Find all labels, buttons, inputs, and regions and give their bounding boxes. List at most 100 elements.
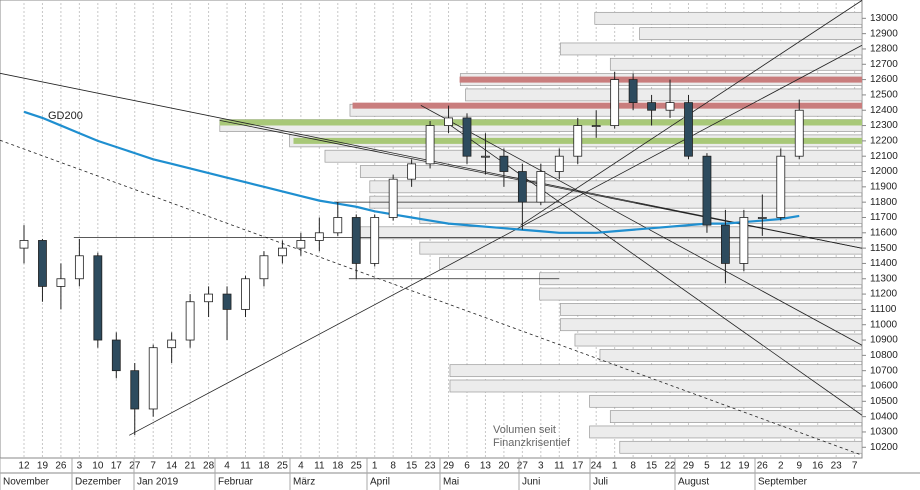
volume-bar	[559, 42, 863, 56]
y-tick-label: 10500	[870, 396, 898, 407]
candle-body	[19, 240, 29, 249]
candle-body	[499, 155, 509, 172]
y-tick-label: 10700	[870, 365, 898, 376]
x-tick-label: 5	[704, 461, 710, 472]
y-tick-label: 13000	[870, 13, 898, 24]
candle-body	[610, 79, 620, 126]
month-label: November	[3, 477, 50, 488]
trendline	[129, 44, 863, 436]
candle-body	[628, 79, 638, 103]
volume-bar	[599, 349, 863, 362]
candle-body	[333, 217, 343, 234]
volume-bar	[465, 88, 863, 102]
y-tick-label: 11900	[870, 181, 898, 192]
y-tick-label: 12700	[870, 59, 898, 70]
y-tick-label: 10300	[870, 427, 898, 438]
x-tick-label: 19	[738, 461, 750, 472]
x-tick-label: 9	[796, 461, 802, 472]
candle-body	[278, 247, 287, 257]
candle-body	[314, 232, 324, 241]
x-tick-label: 29	[443, 461, 455, 472]
volume-bar	[609, 410, 863, 423]
x-tick-label: 18	[332, 461, 344, 472]
profile-label: Volumen seit Finanzkrisentief	[493, 424, 571, 449]
y-tick-label: 12600	[870, 74, 898, 85]
candle-body	[702, 155, 712, 226]
volume-bar	[449, 379, 863, 393]
x-tick-label: 4	[224, 461, 230, 472]
x-tick-label: 1	[372, 461, 378, 472]
x-tick-label: 7	[150, 461, 156, 472]
volume-bar	[589, 425, 863, 439]
y-tick-label: 11500	[870, 243, 898, 254]
x-tick-label: 3	[538, 461, 544, 472]
x-tick-label: 24	[591, 461, 603, 472]
candle-body	[591, 125, 601, 127]
candle-body	[794, 109, 804, 157]
x-tick-label: 16	[812, 461, 824, 472]
volume-bar	[589, 394, 863, 408]
volume-bar	[609, 57, 863, 71]
y-tick-label: 10600	[870, 381, 898, 392]
y-tick-label: 12100	[870, 151, 898, 162]
candle-body	[462, 117, 472, 157]
y-tick-label: 12400	[870, 105, 898, 116]
x-tick-label: 17	[111, 461, 123, 472]
x-tick-label: 13	[480, 461, 492, 472]
x-tick-label: 27	[517, 461, 529, 472]
candle-body	[388, 178, 398, 218]
volume-bar	[539, 272, 863, 286]
candle-body	[739, 217, 749, 264]
candle-body	[647, 102, 656, 111]
y-tick-label: 11600	[870, 227, 898, 238]
candle-body	[74, 255, 84, 280]
y-tick-label: 12500	[870, 90, 898, 101]
x-tick-label: 3	[77, 461, 83, 472]
candle-body	[665, 102, 675, 111]
volume-bar	[639, 27, 863, 40]
x-tick-label: 28	[203, 461, 215, 472]
gd200-line	[23, 110, 800, 234]
x-tick-label: 11	[554, 461, 565, 472]
y-tick-label: 10800	[870, 350, 898, 361]
y-tick-label: 11300	[870, 273, 898, 284]
x-tick-label: 26	[55, 461, 67, 472]
candle-body	[185, 301, 195, 341]
x-tick-label: 19	[37, 461, 49, 472]
candle-body	[130, 370, 140, 410]
x-tick-label: 14	[166, 461, 178, 472]
volume-bar	[594, 11, 863, 25]
x-tick-label: 2	[778, 461, 784, 472]
candle-body	[111, 339, 121, 372]
x-tick-label: 21	[185, 461, 197, 472]
month-label: September	[758, 477, 808, 488]
x-tick-label: 25	[277, 461, 289, 472]
x-tick-label: 4	[298, 461, 304, 472]
candle-body	[370, 217, 380, 264]
candle-body	[56, 278, 66, 287]
candle-body	[517, 171, 527, 203]
candle-body	[351, 217, 361, 264]
zone	[219, 119, 863, 126]
candle-body	[407, 163, 417, 180]
x-tick-label: 23	[425, 461, 437, 472]
trendline	[0, 139, 863, 456]
volume-bar	[369, 180, 863, 194]
x-tick-label: 15	[406, 461, 418, 472]
candle-body	[93, 255, 103, 341]
x-tick-label: 23	[831, 461, 843, 472]
y-tick-label: 11700	[870, 212, 898, 223]
y-tick-label: 10900	[870, 335, 898, 346]
candle-body	[776, 155, 786, 218]
month-label: März	[293, 477, 315, 488]
month-label: April	[370, 477, 390, 488]
month-label: Februar	[218, 477, 254, 488]
candle-body	[148, 347, 158, 410]
month-label: Juni	[522, 477, 540, 488]
candle-body	[38, 240, 47, 287]
volume-bar	[359, 165, 863, 178]
x-tick-label: 7	[852, 461, 858, 472]
y-tick-label: 10200	[870, 442, 898, 453]
y-tick-label: 11100	[870, 304, 897, 315]
